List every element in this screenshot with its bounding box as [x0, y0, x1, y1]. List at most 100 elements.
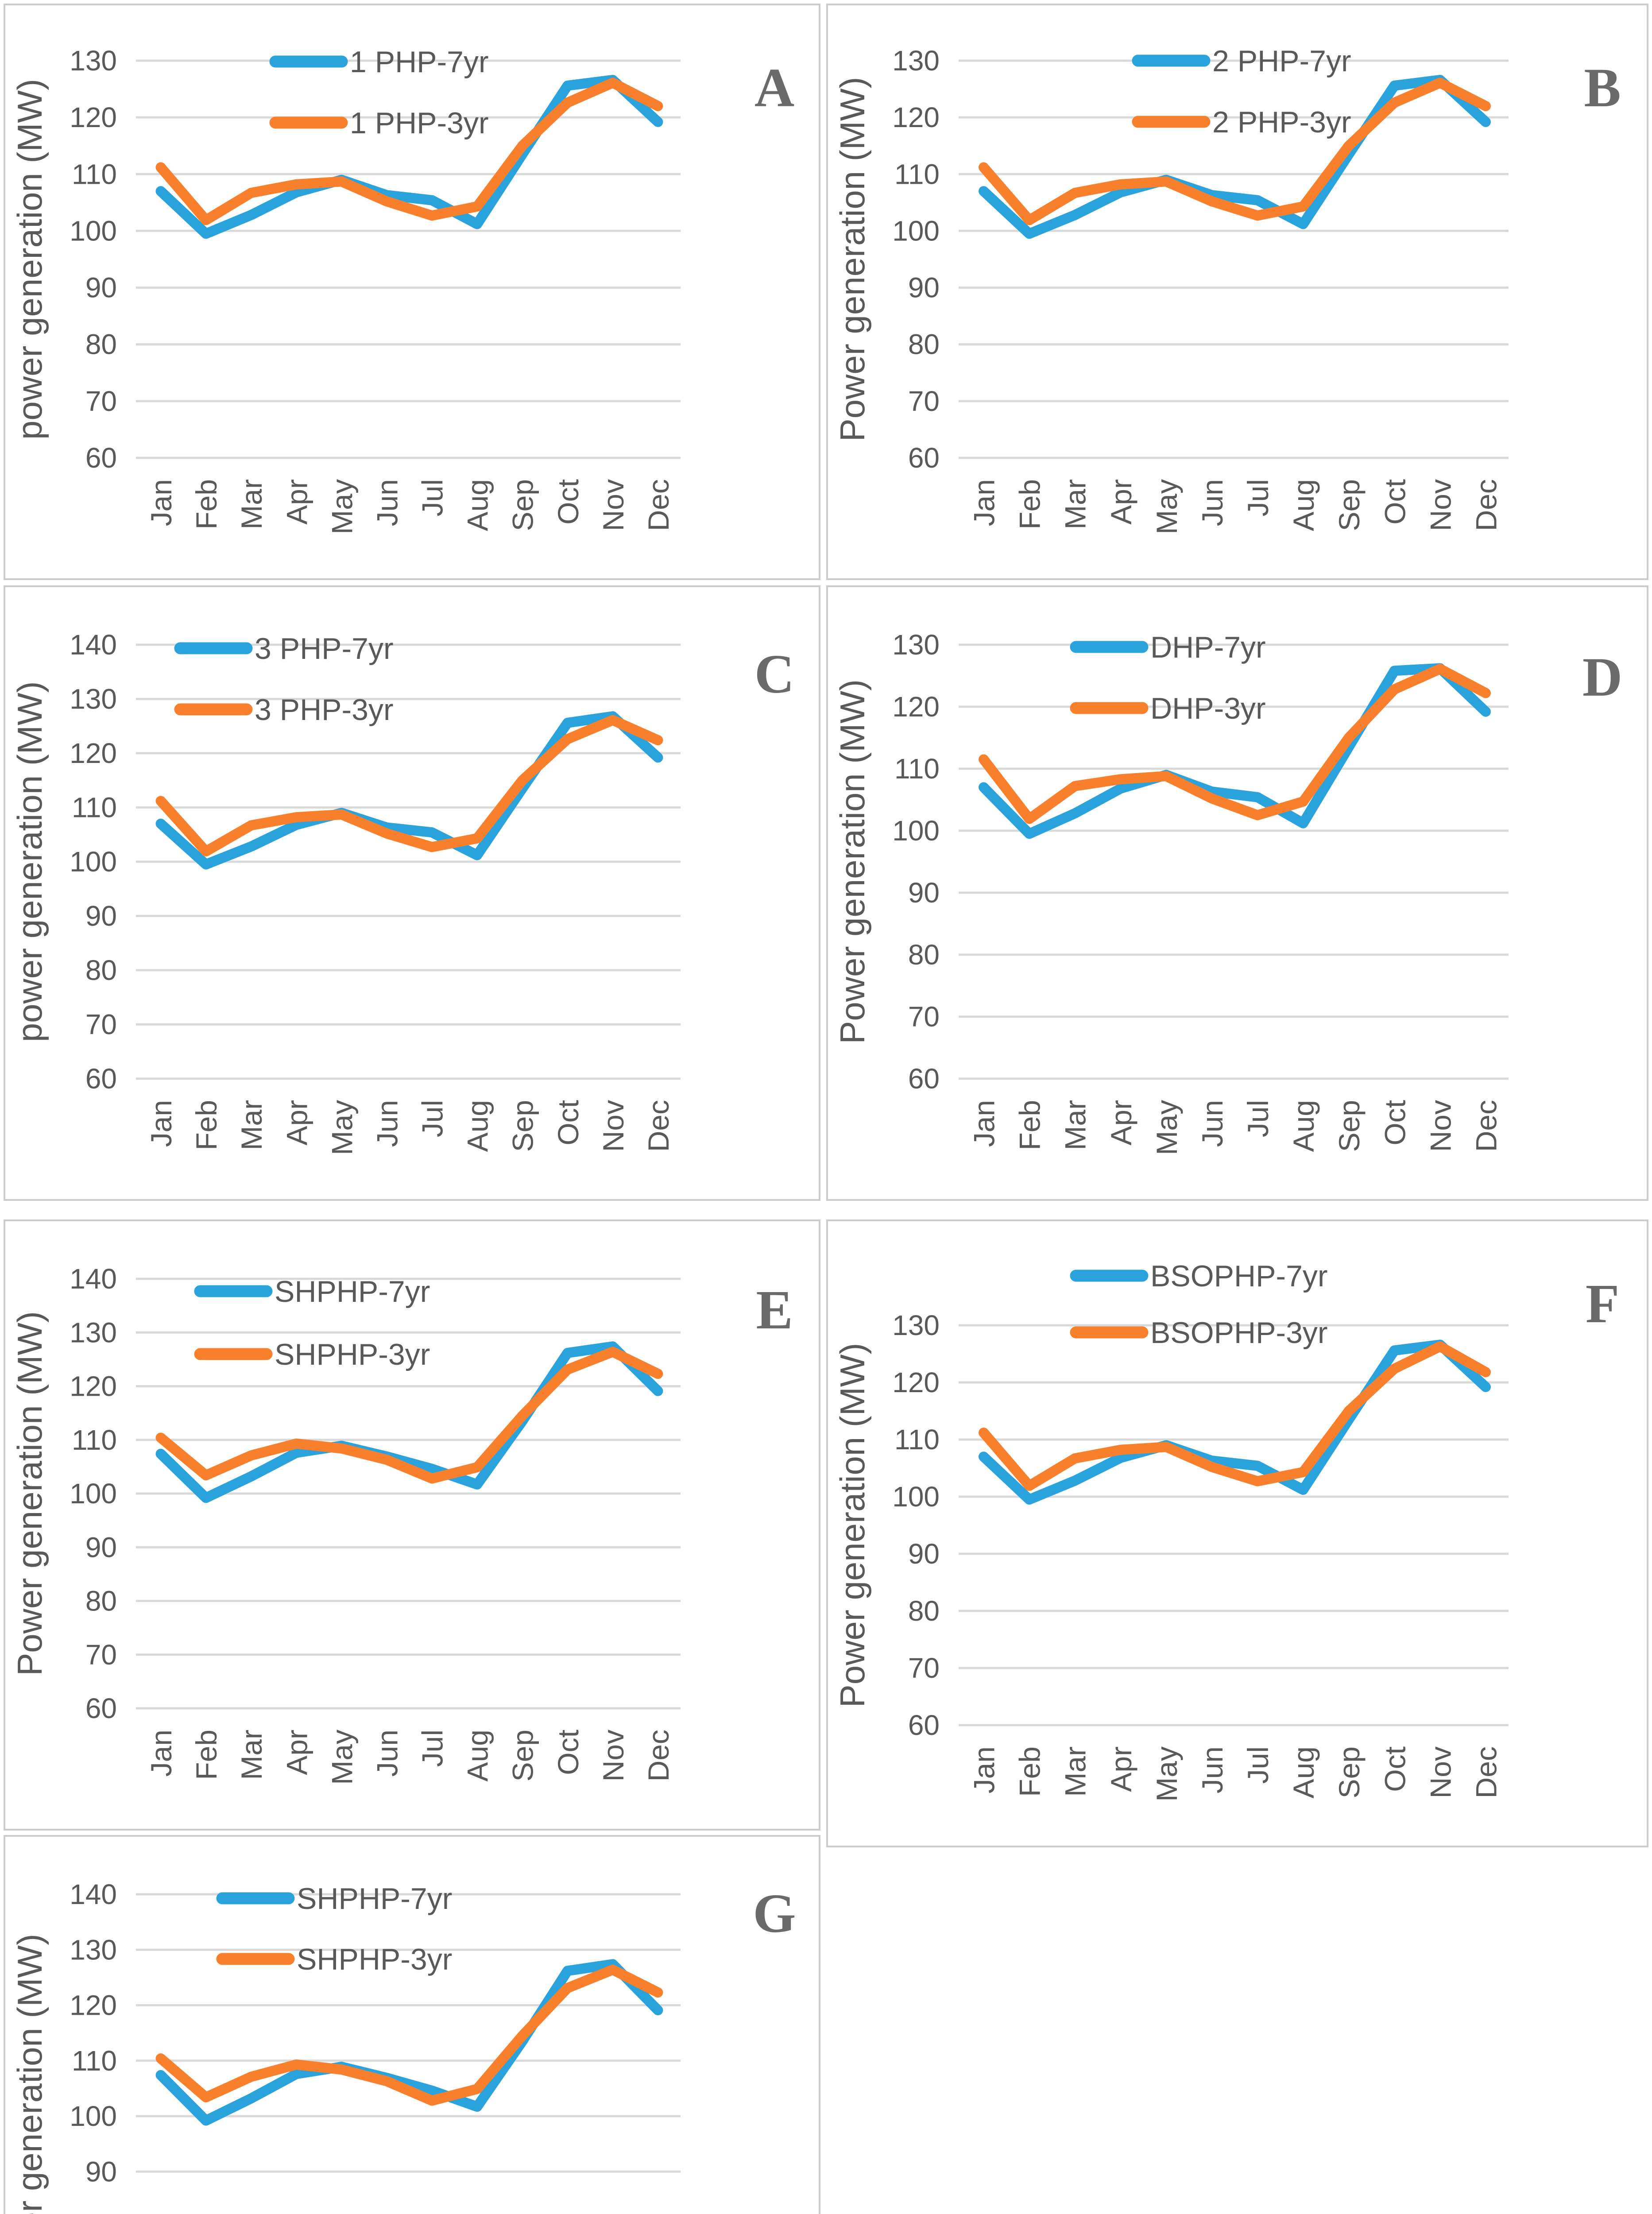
y-axis-title: power generation (MW): [10, 79, 49, 440]
legend-label-7yr: 3 PHP-7yr: [255, 632, 394, 666]
y-tick-label: 80: [908, 329, 940, 360]
legend-label-3yr: BSOPHP-3yr: [1150, 1316, 1328, 1350]
legend-label-7yr: 2 PHP-7yr: [1212, 44, 1351, 78]
legend-label-7yr: SHPHP-7yr: [275, 1275, 430, 1308]
series-line-3yr: [979, 1341, 1491, 1491]
x-tick-label: Sep: [1333, 479, 1366, 531]
y-tick-label: 80: [85, 329, 117, 360]
x-tick-label: Feb: [190, 479, 223, 530]
x-tick-label: Dec: [642, 1100, 675, 1152]
y-tick-label: 100: [892, 815, 940, 847]
chart-panel-e: 60 70 80 90 100 110 120 130 140 Power generation …: [4, 1219, 820, 1831]
panel-letter: G: [753, 1883, 796, 1944]
y-axis-title: Power generation (MW): [833, 679, 872, 1044]
x-tick-label: Feb: [190, 1730, 223, 1780]
y-tick-label: 130: [892, 629, 940, 661]
y-tick-label: 80: [85, 1585, 117, 1617]
series-line-7yr: [155, 711, 663, 870]
x-tick-label: Nov: [597, 1730, 630, 1781]
x-tick-label: Jun: [371, 1100, 403, 1147]
x-tick-label: Oct: [552, 479, 584, 525]
y-tick-label: 70: [85, 1009, 117, 1041]
y-tick-label: 130: [70, 1316, 117, 1348]
x-tick-label: Apr: [1105, 1746, 1137, 1792]
x-tick-label: Jun: [371, 1730, 403, 1777]
y-tick-label: 70: [85, 1639, 117, 1671]
y-tick-label: 90: [85, 900, 117, 932]
series-line-3yr: [155, 1347, 663, 1484]
x-tick-label: Nov: [1424, 1100, 1457, 1152]
y-tick-label: 70: [908, 1652, 940, 1684]
y-axis-title: Power generation (MW): [833, 1343, 872, 1708]
y-tick-label: 60: [908, 1063, 940, 1095]
chart-a-canvas: 60 70 80 90 100 110 120 130 power generation (MW…: [10, 45, 794, 534]
y-tick-label: 100: [892, 215, 940, 247]
panel-letter: F: [1586, 1273, 1619, 1335]
series-line-7yr: [155, 75, 663, 239]
x-tick-label: Mar: [235, 1100, 268, 1150]
x-tick-label: Jan: [968, 1746, 1001, 1793]
y-tick-label: 130: [892, 1309, 940, 1341]
y-tick-label: 110: [894, 753, 940, 785]
x-tick-label: Sep: [1333, 1746, 1366, 1798]
y-tick-label: 140: [70, 1878, 117, 1910]
chart-d-canvas: 60 70 80 90 100 110 120 130 Power generation (MW…: [833, 629, 1622, 1155]
y-tick-label: 60: [85, 442, 117, 474]
y-tick-label: 100: [70, 846, 117, 878]
y-axis-title: power generation (MW): [10, 681, 49, 1042]
x-tick-label: Apr: [1105, 1100, 1137, 1146]
x-tick-label: Feb: [1014, 1100, 1046, 1150]
y-tick-label: 110: [72, 1424, 117, 1456]
chart-panel-d: 60 70 80 90 100 110 120 130 Power generation (MW…: [826, 585, 1648, 1201]
chart-b-canvas: 60 70 80 90 100 110 120 130 Power generation (MW…: [833, 44, 1621, 534]
panel-letter: B: [1584, 58, 1621, 119]
legend-label-3yr: 1 PHP-3yr: [350, 106, 489, 140]
y-tick-label: 100: [70, 215, 117, 247]
series-line-7yr: [979, 663, 1491, 839]
x-tick-label: Jul: [416, 479, 449, 516]
chart-f-canvas: 60 70 80 90 100 110 120 130 Power generation (MW…: [833, 1259, 1619, 1802]
x-tick-label: May: [325, 479, 358, 534]
x-tick-label: Nov: [1424, 479, 1457, 531]
x-tick-label: Apr: [280, 479, 313, 525]
x-tick-label: May: [325, 1100, 358, 1155]
panel-letter: C: [754, 644, 794, 705]
series-line-3yr: [155, 715, 663, 857]
x-tick-label: May: [1150, 1100, 1183, 1155]
x-tick-label: Sep: [507, 479, 539, 531]
y-tick-label: 60: [908, 442, 940, 474]
x-tick-label: Dec: [1470, 1100, 1502, 1152]
panel-letter: A: [754, 58, 794, 119]
y-tick-label: 110: [72, 158, 117, 190]
x-tick-label: Jan: [145, 1100, 178, 1147]
x-tick-label: Oct: [552, 1730, 584, 1775]
x-tick-label: Dec: [642, 479, 675, 531]
x-tick-label: Nov: [597, 479, 630, 531]
x-tick-label: Oct: [1378, 479, 1411, 525]
y-tick-label: 120: [70, 1370, 117, 1402]
y-axis-title: Power generation (MW): [10, 1311, 49, 1676]
y-tick-label: 140: [70, 1263, 117, 1295]
y-tick-label: 60: [85, 1063, 117, 1095]
y-tick-label: 140: [70, 629, 117, 661]
legend-label-7yr: 1 PHP-7yr: [350, 45, 489, 79]
x-tick-label: May: [1150, 479, 1183, 534]
y-tick-label: 90: [908, 1538, 940, 1570]
chart-panel-b: 60 70 80 90 100 110 120 130 Power generation (MW…: [826, 4, 1648, 580]
y-tick-label: 80: [908, 939, 940, 971]
y-tick-label: 100: [70, 1478, 117, 1510]
x-tick-label: Apr: [1105, 479, 1137, 525]
x-tick-label: Jun: [1196, 1746, 1229, 1793]
x-tick-label: Aug: [1287, 479, 1320, 531]
series-line-7yr: [979, 1339, 1491, 1505]
y-tick-label: 130: [892, 45, 940, 77]
x-tick-label: Jan: [968, 479, 1001, 526]
legend-label-3yr: 3 PHP-3yr: [255, 693, 394, 727]
x-tick-label: Dec: [642, 1730, 675, 1781]
y-tick-label: 120: [892, 691, 940, 723]
x-tick-label: Dec: [1470, 1746, 1502, 1798]
y-tick-label: 100: [892, 1481, 940, 1513]
x-tick-label: Sep: [1333, 1100, 1366, 1152]
x-tick-label: Apr: [280, 1100, 313, 1146]
